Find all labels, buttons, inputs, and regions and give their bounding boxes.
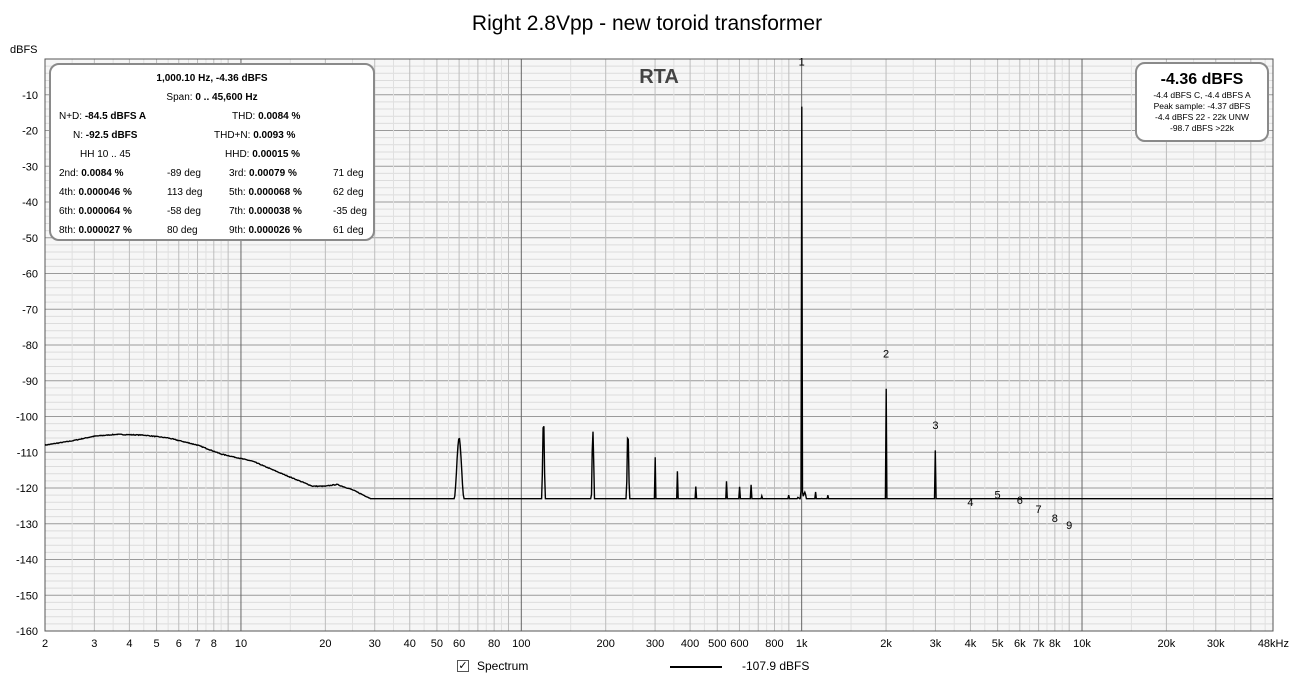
y-tick-label: -80 xyxy=(22,340,38,352)
y-axis-ticks: -10 -20 -30 -40 -50 -60 -70 -80 -90 -100 -110 -120 -… xyxy=(16,90,38,638)
x-tick-label: 4 xyxy=(126,638,132,650)
y-axis-label: dBFS xyxy=(10,44,38,56)
nd-thd-row: N+D: -84.5 dBFS A THD: 0.0084 % xyxy=(59,111,301,122)
x-axis-ticks: 2 3 4 5 6 7 8 10 20 30 40 50 60 80 100 200 300 400 500 600 8… xyxy=(42,638,1289,650)
x-tick-label: 7 xyxy=(194,638,200,650)
x-tick-label: 6 xyxy=(176,638,182,650)
harmonic-row: 4th: 0.000046 % 113 deg 5th: 0.000068 % 62 … xyxy=(59,187,364,198)
harmonic-label: 2 xyxy=(883,348,889,360)
y-tick-label: -10 xyxy=(22,90,38,102)
x-tick-label: 2k xyxy=(880,638,892,650)
x-tick-label: 30 xyxy=(369,638,381,650)
x-tick-label: 400 xyxy=(681,638,699,650)
x-tick-label: 3 xyxy=(91,638,97,650)
x-tick-label: 1k xyxy=(796,638,808,650)
x-tick-label: 48kHz xyxy=(1258,638,1289,650)
harmonic-label: 7 xyxy=(1036,504,1042,516)
y-tick-label: -130 xyxy=(16,519,38,531)
y-tick-label: -50 xyxy=(22,233,38,245)
harmonic-row: 2nd: 0.0084 % -89 deg 3rd: 0.00079 % 71 deg xyxy=(59,168,364,179)
x-tick-label: 4k xyxy=(965,638,977,650)
x-tick-label: 600 xyxy=(730,638,748,650)
x-tick-label: 100 xyxy=(512,638,530,650)
harmonic-label: 3 xyxy=(932,420,938,432)
n-thdn-row: N: -92.5 dBFS THD+N: 0.0093 % xyxy=(73,130,296,141)
legend-value: -107.9 dBFS xyxy=(742,659,810,673)
y-tick-label: -120 xyxy=(16,483,38,495)
x-tick-label: 2 xyxy=(42,638,48,650)
harmonics-table: 2nd: 0.0084 % -89 deg 3rd: 0.00079 % 71 deg… xyxy=(57,164,367,240)
x-tick-label: 5 xyxy=(154,638,160,650)
y-tick-label: -110 xyxy=(17,447,38,459)
distortion-stats-panel[interactable]: 1,000.10 Hz, -4.36 dBFS Span: 0 .. 45,60… xyxy=(49,63,375,241)
x-tick-label: 20 xyxy=(319,638,331,650)
y-tick-label: -90 xyxy=(22,376,38,388)
y-tick-label: -30 xyxy=(22,161,38,173)
level-value: -4.36 dBFS xyxy=(1160,71,1244,88)
x-tick-label: 30k xyxy=(1207,638,1225,650)
x-tick-label: 300 xyxy=(646,638,664,650)
x-tick-label: 500 xyxy=(708,638,726,650)
level-line-2: Peak sample: -4.37 dBFS xyxy=(1153,101,1251,111)
x-tick-label: 7k xyxy=(1033,638,1045,650)
harmonic-label: 4 xyxy=(967,497,973,509)
y-tick-label: -70 xyxy=(22,304,38,316)
x-tick-label: 40 xyxy=(404,638,416,650)
level-panel[interactable]: -4.36 dBFS -4.4 dBFS C, -4.4 dBFS A Peak… xyxy=(1135,62,1269,142)
harmonic-row: 8th: 0.000027 % 80 deg 9th: 0.000026 % 61 d… xyxy=(59,225,364,236)
harmonic-label: 1 xyxy=(799,57,805,69)
level-line-1: -4.4 dBFS C, -4.4 dBFS A xyxy=(1153,90,1251,100)
series-line-spectrum xyxy=(44,106,1273,500)
harmonic-label: 9 xyxy=(1066,520,1072,532)
y-tick-label: -160 xyxy=(16,626,38,638)
x-tick-label: 8 xyxy=(211,638,217,650)
y-tick-label: -140 xyxy=(16,555,38,567)
x-tick-label: 60 xyxy=(453,638,465,650)
harmonic-labels: 1 2 3 4 5 6 789 xyxy=(799,57,1073,532)
rta-label: RTA xyxy=(639,66,679,88)
plot-frame xyxy=(44,58,1274,632)
harmonic-row: 6th: 0.000064 % -58 deg 7th: 0.000038 % -35… xyxy=(59,206,367,217)
x-tick-label: 800 xyxy=(765,638,783,650)
span-readout: Span: 0 .. 45,600 Hz xyxy=(166,92,258,103)
y-tick-label: -60 xyxy=(22,269,38,281)
spectrum-checkbox[interactable]: ✓ xyxy=(457,660,469,672)
harmonic-label: 5 xyxy=(995,490,1001,502)
peak-readout: 1,000.10 Hz, -4.36 dBFS xyxy=(156,73,268,84)
x-tick-label: 10k xyxy=(1073,638,1091,650)
y-tick-label: -40 xyxy=(22,197,38,209)
level-line-4: -98.7 dBFS >22k xyxy=(1169,123,1235,133)
legend-series-label[interactable]: Spectrum xyxy=(477,659,529,673)
x-tick-label: 10 xyxy=(235,638,247,650)
x-tick-label: 20k xyxy=(1158,638,1176,650)
y-tick-label: -100 xyxy=(16,412,38,424)
y-tick-label: -20 xyxy=(22,126,38,138)
x-tick-label: 3k xyxy=(930,638,942,650)
x-tick-label: 6k xyxy=(1014,638,1026,650)
x-tick-label: 200 xyxy=(597,638,615,650)
hh-row: HH 10 .. 45 HHD: 0.00015 % xyxy=(80,149,301,160)
level-line-3: -4.4 dBFS 22 - 22k UNW xyxy=(1154,112,1249,122)
x-tick-label: 8k xyxy=(1049,638,1061,650)
harmonic-label: 8 xyxy=(1052,513,1058,525)
y-tick-label: -150 xyxy=(16,590,38,602)
x-tick-label: 5k xyxy=(992,638,1004,650)
chart-title: Right 2.8Vpp - new toroid transformer xyxy=(472,12,822,35)
harmonic-label: 6 xyxy=(1017,495,1023,507)
x-tick-label: 80 xyxy=(488,638,500,650)
x-tick-label: 50 xyxy=(431,638,443,650)
